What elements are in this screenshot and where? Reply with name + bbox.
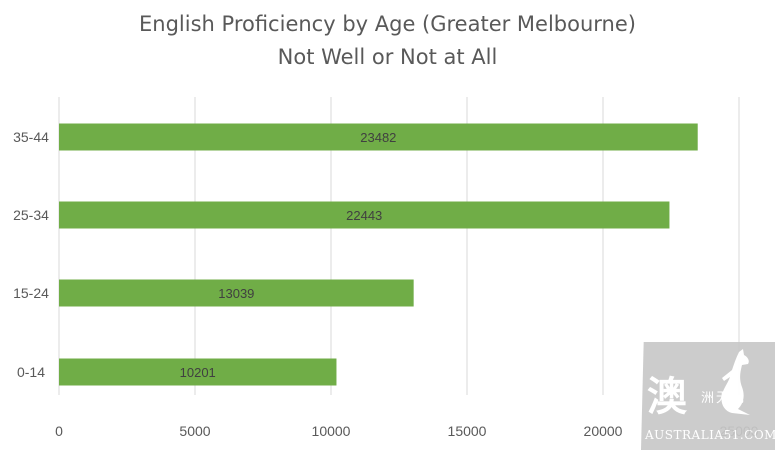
- x-tick-label: 10000: [312, 423, 351, 439]
- x-tick-label: 20000: [584, 423, 623, 439]
- data-label: 10201: [180, 365, 216, 380]
- kangaroo-icon: [721, 349, 750, 415]
- chart-subtitle: Not Well or Not at All: [277, 45, 498, 69]
- watermark-logo: 澳 洲无忧 AUSTRALIA51.COM: [641, 342, 775, 450]
- bar: [59, 201, 670, 229]
- watermark-en-text: AUSTRALIA51.COM: [645, 428, 775, 442]
- data-label: 22443: [346, 208, 382, 223]
- bar: [59, 358, 337, 386]
- data-label: 13039: [218, 286, 254, 301]
- y-tick-label: 0-14: [17, 364, 45, 380]
- watermark-char: 澳: [647, 374, 687, 420]
- x-tick-label: 5000: [179, 423, 210, 439]
- data-label: 23482: [360, 130, 396, 145]
- watermark-cn-text: 洲无忧: [701, 391, 747, 406]
- x-tick-label: 0: [55, 423, 63, 439]
- bar: [59, 123, 698, 151]
- y-tick-label: 25-34: [13, 207, 49, 223]
- chart-title: English Proficiency by Age (Greater Melb…: [139, 12, 636, 36]
- y-tick-label: 15-24: [13, 285, 49, 301]
- bar: [59, 279, 414, 307]
- x-tick-label: 15000: [448, 423, 487, 439]
- y-tick-label: 35-44: [13, 129, 49, 145]
